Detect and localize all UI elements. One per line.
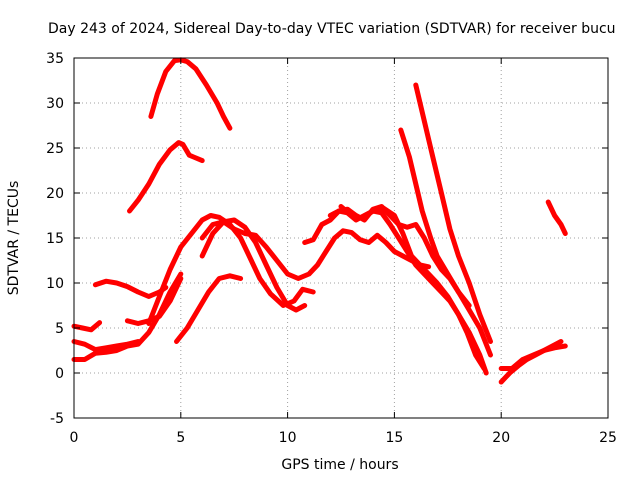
series-line-s9	[398, 127, 493, 358]
y-axis-ticks: -5 0 5 10 15 20 25 30 35	[46, 51, 608, 427]
series-line-s2	[127, 140, 205, 214]
series-line-s15	[124, 276, 184, 326]
y-tick-label: 15	[46, 231, 64, 247]
data-traces	[71, 57, 568, 385]
series-line-s19	[545, 199, 568, 236]
y-tick-label: -5	[50, 411, 64, 427]
y-tick-label: 35	[46, 51, 64, 67]
series-line-s5	[199, 219, 432, 281]
y-tick-label: 10	[46, 276, 64, 292]
y-tick-label: 30	[46, 96, 64, 112]
x-tick-label: 15	[385, 430, 403, 446]
y-tick-label: 25	[46, 141, 64, 157]
y-axis-label: SDTVAR / TECUs	[6, 181, 22, 296]
series-line-s18	[498, 343, 568, 371]
y-tick-label: 0	[55, 366, 64, 382]
x-tick-label: 5	[176, 430, 185, 446]
chart-title: Day 243 of 2024, Sidereal Day-to-day VTE…	[48, 21, 616, 37]
x-axis-label: GPS time / hours	[281, 457, 398, 473]
series-line-s11	[71, 320, 103, 333]
series-line-s8	[338, 204, 489, 376]
series-line-s10	[413, 82, 493, 344]
y-tick-label: 5	[55, 321, 64, 337]
series-line-s16	[174, 273, 244, 344]
y-tick-label: 20	[46, 186, 64, 202]
series-line-s1	[148, 57, 233, 131]
x-tick-label: 25	[599, 430, 617, 446]
series-line-s14	[92, 278, 169, 299]
x-tick-label: 0	[70, 430, 79, 446]
x-tick-label: 20	[492, 430, 510, 446]
x-tick-label: 10	[279, 430, 297, 446]
x-axis-ticks: 0 5 10 15 20 25	[70, 58, 617, 446]
series-line-s4	[199, 217, 308, 313]
